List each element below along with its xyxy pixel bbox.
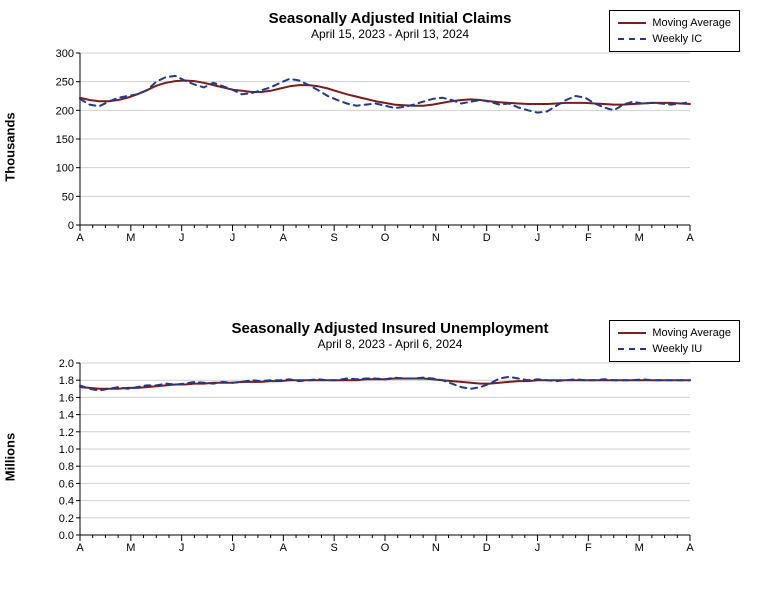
svg-text:F: F xyxy=(585,232,592,244)
svg-text:M: M xyxy=(126,232,135,244)
legend-line-icon xyxy=(618,332,646,334)
chart-svg: 0.0 0.2 0.4 0.6 0.8 1.0 1.2 1.4 1.6 1.8 2.0 A M J J A S O… xyxy=(40,357,700,557)
series-line xyxy=(80,81,690,106)
svg-text:A: A xyxy=(280,232,288,244)
svg-text:250: 250 xyxy=(56,77,74,89)
svg-text:S: S xyxy=(330,232,337,244)
svg-text:100: 100 xyxy=(56,163,74,175)
svg-text:150: 150 xyxy=(56,134,74,146)
svg-text:D: D xyxy=(483,542,491,554)
series-line xyxy=(80,377,690,391)
svg-text:M: M xyxy=(635,232,644,244)
legend-line-icon xyxy=(618,348,646,350)
legend-label: Moving Average xyxy=(652,325,731,341)
y-axis-label: Thousands xyxy=(3,112,18,181)
svg-text:0.4: 0.4 xyxy=(59,496,74,508)
svg-text:A: A xyxy=(280,542,288,554)
svg-text:0.0: 0.0 xyxy=(59,530,74,542)
svg-text:N: N xyxy=(432,232,440,244)
svg-text:O: O xyxy=(381,542,390,554)
svg-text:J: J xyxy=(179,232,185,244)
svg-text:F: F xyxy=(585,542,592,554)
svg-text:0.2: 0.2 xyxy=(59,513,74,525)
svg-text:300: 300 xyxy=(56,48,74,60)
chart-initial-claims: Moving AverageWeekly IC Seasonally Adjus… xyxy=(40,10,740,247)
chart-insured-unemployment: Moving AverageWeekly IU Seasonally Adjus… xyxy=(40,320,740,557)
svg-text:M: M xyxy=(635,542,644,554)
svg-text:M: M xyxy=(126,542,135,554)
svg-text:0.8: 0.8 xyxy=(59,461,74,473)
legend-item: Moving Average xyxy=(618,325,731,341)
chart-svg: 0 50 100 150 200 250 300 A M J J A S O N D J F M A xyxy=(40,47,700,247)
svg-text:1.6: 1.6 xyxy=(59,392,74,404)
y-axis-label: Millions xyxy=(3,433,18,481)
svg-text:J: J xyxy=(179,542,185,554)
page: Moving AverageWeekly IC Seasonally Adjus… xyxy=(0,0,760,615)
legend-box: Moving AverageWeekly IU xyxy=(609,320,740,362)
legend-item: Weekly IU xyxy=(618,341,731,357)
legend-item: Weekly IC xyxy=(618,31,731,47)
svg-text:A: A xyxy=(686,542,694,554)
svg-text:D: D xyxy=(483,232,491,244)
legend-line-icon xyxy=(618,22,646,24)
svg-text:1.2: 1.2 xyxy=(59,427,74,439)
svg-text:O: O xyxy=(381,232,390,244)
svg-text:N: N xyxy=(432,542,440,554)
svg-text:J: J xyxy=(230,232,236,244)
svg-text:J: J xyxy=(535,542,541,554)
svg-text:0: 0 xyxy=(68,220,74,232)
svg-text:2.0: 2.0 xyxy=(59,358,74,370)
svg-text:J: J xyxy=(535,232,541,244)
legend-label: Moving Average xyxy=(652,15,731,31)
svg-text:A: A xyxy=(76,542,84,554)
legend-label: Weekly IU xyxy=(652,341,702,357)
svg-text:J: J xyxy=(230,542,236,554)
legend-item: Moving Average xyxy=(618,15,731,31)
legend-box: Moving AverageWeekly IC xyxy=(609,10,740,52)
svg-text:1.8: 1.8 xyxy=(59,375,74,387)
svg-text:0.6: 0.6 xyxy=(59,478,74,490)
svg-text:A: A xyxy=(76,232,84,244)
svg-text:1.4: 1.4 xyxy=(59,410,74,422)
legend-line-icon xyxy=(618,38,646,40)
legend-label: Weekly IC xyxy=(652,31,702,47)
svg-text:200: 200 xyxy=(56,105,74,117)
svg-text:A: A xyxy=(686,232,694,244)
plot-area: Millions 0.00.20.40.60.81.01.21.41.61.82… xyxy=(40,357,740,557)
svg-text:S: S xyxy=(330,542,337,554)
plot-area: Thousands 050100150200250300AMJJASONDJFM… xyxy=(40,47,740,247)
svg-text:1.0: 1.0 xyxy=(59,444,74,456)
svg-text:50: 50 xyxy=(62,191,74,203)
